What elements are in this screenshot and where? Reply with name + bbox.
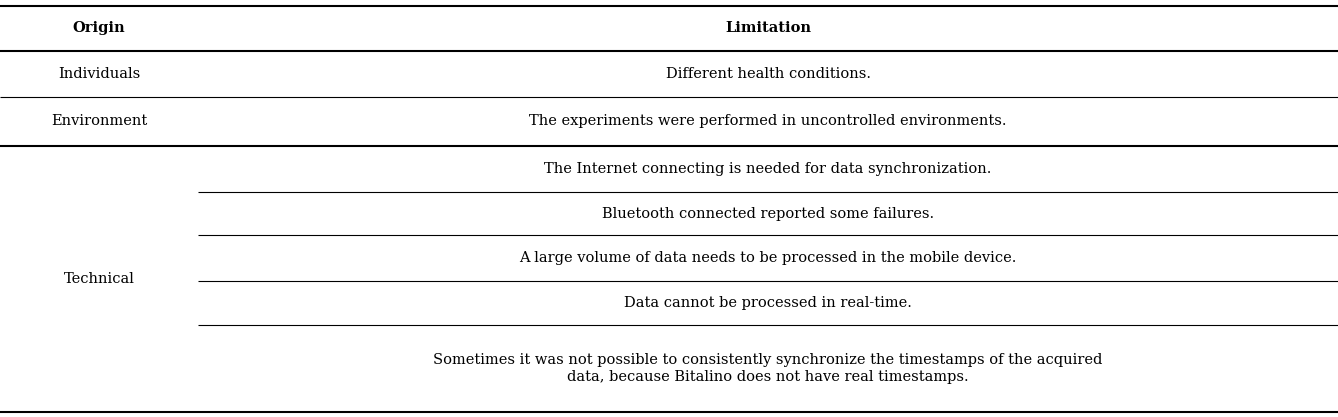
- Text: A large volume of data needs to be processed in the mobile device.: A large volume of data needs to be proce…: [519, 251, 1017, 265]
- Text: The Internet connecting is needed for data synchronization.: The Internet connecting is needed for da…: [545, 162, 991, 176]
- Text: Technical: Technical: [64, 272, 134, 286]
- Text: Individuals: Individuals: [58, 67, 140, 80]
- Text: Sometimes it was not possible to consistently synchronize the timestamps of the : Sometimes it was not possible to consist…: [434, 353, 1103, 384]
- Text: Limitation: Limitation: [725, 21, 811, 35]
- Text: Different health conditions.: Different health conditions.: [665, 67, 871, 80]
- Text: Data cannot be processed in real-time.: Data cannot be processed in real-time.: [624, 296, 913, 310]
- Text: The experiments were performed in uncontrolled environments.: The experiments were performed in uncont…: [530, 114, 1006, 128]
- Text: Bluetooth connected reported some failures.: Bluetooth connected reported some failur…: [602, 206, 934, 221]
- Text: Environment: Environment: [51, 114, 147, 128]
- Text: Origin: Origin: [72, 21, 126, 35]
